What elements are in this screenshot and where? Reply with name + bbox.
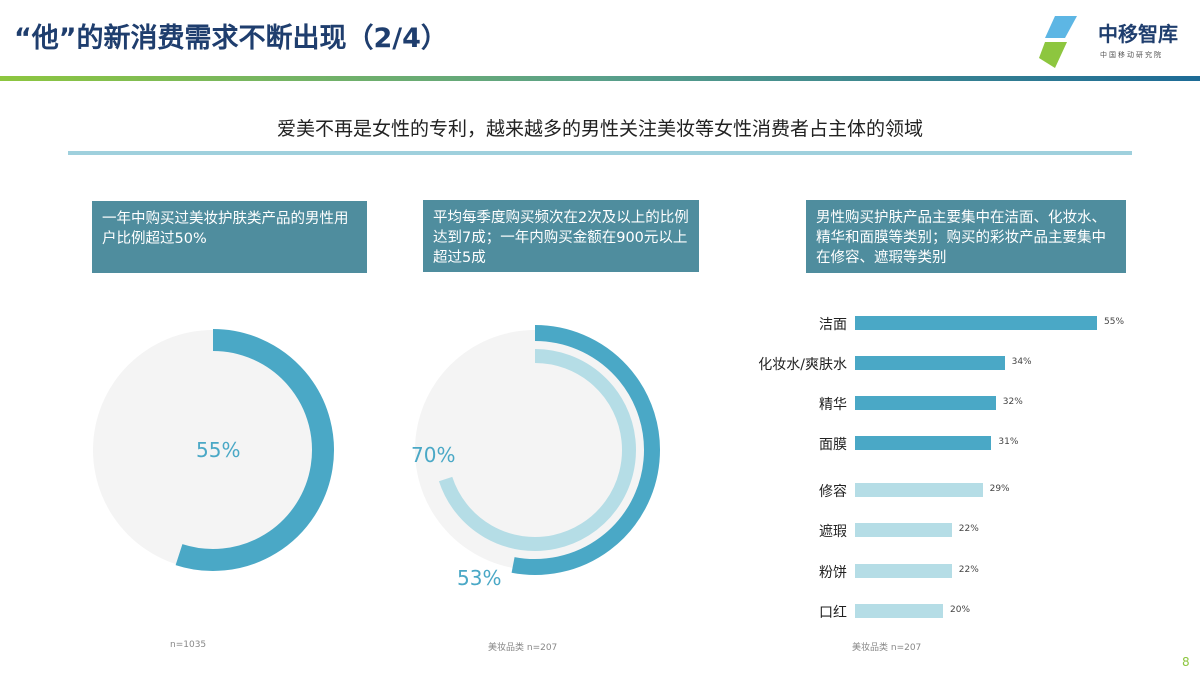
bar-label: 洁面 — [819, 317, 847, 333]
logo-text: 中移智库 — [1098, 22, 1178, 46]
panel-1-text: 一年中购买过美妆护肤类产品的男性用户比例超过50% — [92, 201, 367, 273]
bar — [855, 604, 943, 618]
donut-2-outer-label: 53% — [457, 566, 502, 590]
bar-value-label: 20% — [950, 605, 971, 615]
donut-charts — [93, 325, 660, 575]
donut-1-arc — [175, 329, 334, 571]
donut-2-track — [415, 330, 655, 570]
bar-label: 修容 — [819, 484, 847, 500]
bar — [855, 316, 1097, 330]
logo-subtext: 中国移动研究院 — [1100, 51, 1163, 59]
donut-2-outer-arc — [511, 325, 660, 575]
panel-2-text: 平均每季度购买频次在2次及以上的比例达到7成；一年内购买金额在900元以上超过5… — [423, 200, 699, 272]
donut-1-track — [93, 330, 333, 570]
page-number: 8 — [1182, 655, 1190, 669]
bar-label: 口红 — [819, 605, 847, 621]
donut-2-inner-label: 70% — [411, 443, 456, 467]
subtitle: 爱美不再是女性的专利，越来越多的男性关注美妆等女性消费者占主体的领域 — [276, 118, 923, 140]
bar — [855, 564, 952, 578]
subtitle-underline — [68, 151, 1132, 155]
bar-value-label: 22% — [958, 565, 979, 575]
bar — [855, 356, 1005, 370]
logo-icon — [1039, 16, 1077, 68]
bar — [855, 523, 952, 537]
page-title: “他”的新消费需求不断出现（2/4） — [14, 23, 448, 54]
bar-value-label: 31% — [998, 437, 1019, 447]
panel-3-note: 美妆品类 n=207 — [852, 643, 922, 653]
bar-value-label: 34% — [1011, 357, 1032, 367]
bar-label: 精华 — [819, 397, 847, 413]
bar — [855, 483, 983, 497]
bar-label: 遮瑕 — [819, 524, 847, 540]
header-divider — [0, 76, 1200, 81]
bar-label: 粉饼 — [819, 565, 847, 581]
bar-label: 面膜 — [819, 437, 847, 453]
bar — [855, 396, 996, 410]
donut-2-inner-arc — [438, 349, 636, 551]
bar — [855, 436, 992, 450]
bar-label: 化妆水/爽肤水 — [758, 357, 847, 373]
bar-value-label: 32% — [1002, 397, 1023, 407]
bar-value-label: 22% — [958, 524, 979, 534]
panel-2-note: 美妆品类 n=207 — [488, 643, 558, 653]
panel-1-note: n=1035 — [170, 640, 207, 650]
bar-value-label: 29% — [989, 484, 1010, 494]
donut-1-label: 55% — [196, 438, 241, 462]
bar-value-label: 55% — [1104, 317, 1125, 327]
panel-3-text: 男性购买护肤产品主要集中在洁面、化妆水、精华和面膜等类别；购买的彩妆产品主要集中… — [806, 200, 1126, 273]
